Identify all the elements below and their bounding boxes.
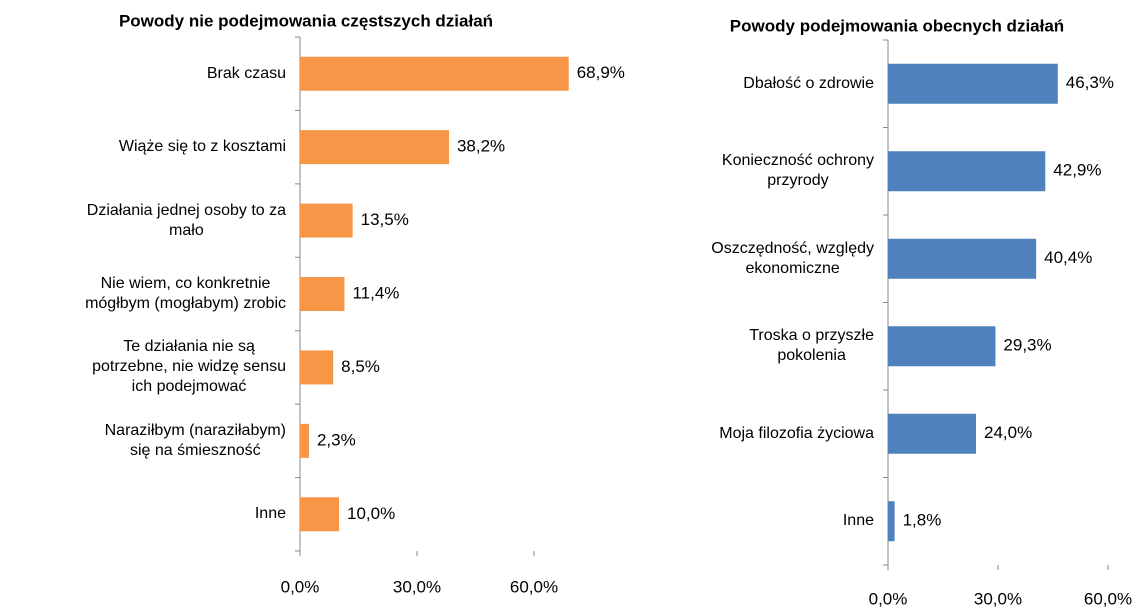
bar bbox=[888, 151, 1046, 192]
x-tick-label: 30,0% bbox=[393, 577, 441, 596]
category-label: Wiąże się to z kosztami bbox=[118, 138, 286, 156]
category-label: Inne bbox=[254, 505, 286, 523]
bar bbox=[888, 326, 996, 367]
value-label: 40,4% bbox=[1044, 248, 1092, 267]
bar bbox=[300, 56, 569, 91]
value-label: 68,9% bbox=[577, 63, 625, 82]
value-label: 13,5% bbox=[361, 210, 409, 229]
category-label: Inne bbox=[842, 512, 874, 530]
value-label: 46,3% bbox=[1066, 73, 1114, 92]
bar bbox=[300, 423, 309, 458]
value-label: 1,8% bbox=[903, 511, 942, 530]
x-tick-label: 60,0% bbox=[510, 577, 558, 596]
category-label: Konieczność ochrony przyrody bbox=[721, 152, 874, 190]
category-label: Brak czasu bbox=[206, 64, 286, 82]
category-label: Troska o przyszłe pokolenia bbox=[749, 327, 874, 365]
x-tick-label: 0,0% bbox=[281, 577, 320, 596]
value-label: 38,2% bbox=[457, 137, 505, 156]
value-label: 10,0% bbox=[347, 504, 395, 523]
chart-title: Powody nie podejmowania częstszych dział… bbox=[119, 11, 493, 30]
bar bbox=[888, 501, 895, 542]
category-label: Dbałość o zdrowie bbox=[743, 74, 874, 92]
value-label: 24,0% bbox=[984, 423, 1032, 442]
value-label: 29,3% bbox=[1003, 336, 1051, 355]
category-label: Działania jednej osoby to za mało bbox=[86, 201, 286, 239]
value-label: 42,9% bbox=[1053, 161, 1101, 180]
bar bbox=[888, 413, 976, 454]
value-label: 8,5% bbox=[341, 357, 380, 376]
bar bbox=[300, 130, 449, 165]
chart-title: Powody podejmowania obecnych działań bbox=[730, 16, 1064, 35]
bar bbox=[888, 238, 1037, 279]
bar bbox=[300, 497, 339, 532]
x-tick-label: 0,0% bbox=[869, 589, 908, 608]
bar bbox=[888, 63, 1058, 104]
category-label: Moja filozofia życiowa bbox=[719, 424, 874, 442]
bar bbox=[300, 277, 345, 311]
bar bbox=[300, 203, 353, 238]
value-label: 2,3% bbox=[317, 430, 356, 449]
category-label: Nie wiem, co konkretnie mógłbym (mogłaby… bbox=[85, 275, 286, 312]
bar bbox=[300, 350, 334, 385]
category-label: Oszczędność, względy ekonomiczne bbox=[711, 239, 874, 277]
x-tick-label: 30,0% bbox=[974, 589, 1022, 608]
x-tick-label: 60,0% bbox=[1084, 589, 1132, 608]
category-label: Naraziłbym (naraziłabym) się na śmieszno… bbox=[104, 421, 286, 459]
value-label: 11,4% bbox=[352, 283, 399, 302]
category-label: Te działania nie są potrzebne, nie widzę… bbox=[92, 338, 286, 396]
